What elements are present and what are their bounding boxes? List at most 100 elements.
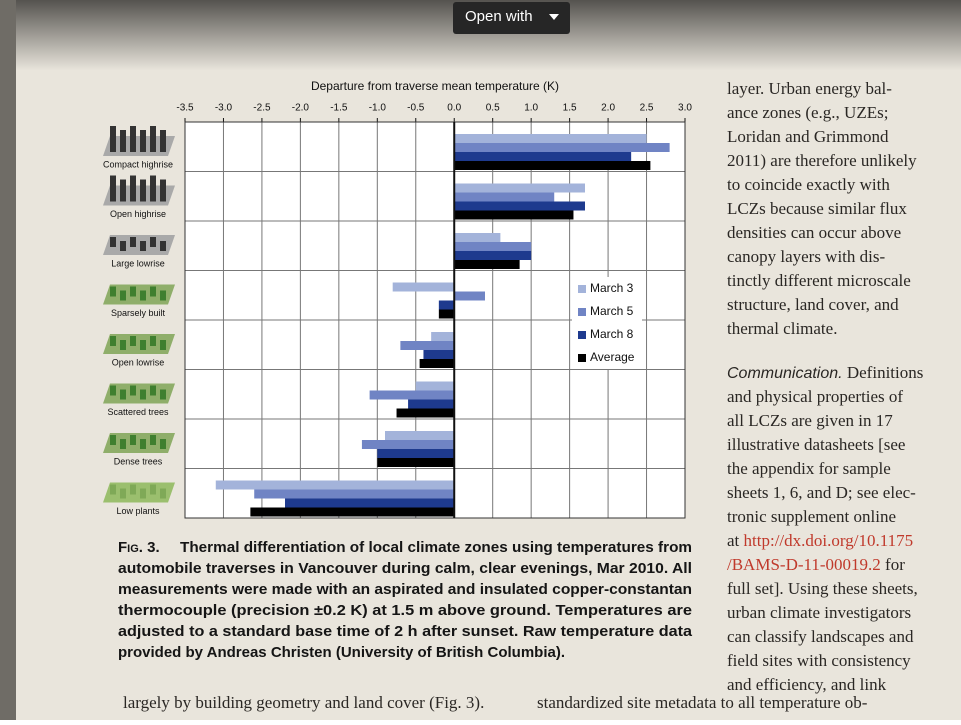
icon-block — [150, 385, 156, 396]
icon-block — [130, 336, 136, 346]
bar — [408, 399, 455, 409]
caption-line: automobile traverses in Vancouver during… — [118, 560, 692, 577]
link-line: at http://dx.doi.org/10.1175 — [727, 531, 913, 550]
caption-label: Fig. 3. — [118, 539, 160, 556]
caption: Fig. 3. — [118, 539, 160, 556]
bar — [419, 359, 455, 368]
x-tick-label: -3.0 — [215, 103, 233, 114]
x-tick-label: -0.5 — [407, 103, 425, 114]
icon-block — [130, 126, 136, 152]
icon-block — [160, 340, 166, 350]
bar — [377, 458, 455, 467]
category-label: Compact highrise — [103, 159, 173, 169]
body-line: full set]. Using these sheets, — [727, 579, 918, 598]
bar — [454, 242, 532, 251]
bar — [285, 498, 455, 508]
category-label: Sparsely built — [111, 308, 166, 318]
x-tick-label: 1.5 — [563, 103, 577, 114]
icon-block — [150, 286, 156, 297]
body-line: 2011) are therefore unlikely — [727, 151, 917, 170]
body-line: tinctly different microscale — [727, 271, 911, 290]
icon-block — [130, 435, 136, 445]
bar — [454, 161, 651, 170]
bar — [454, 183, 585, 193]
icon-block — [150, 484, 156, 495]
category-icon — [103, 433, 175, 453]
legend: March 3 March 5 March 8 Average — [572, 277, 642, 369]
x-tick-label: -1.0 — [369, 103, 387, 114]
bar — [454, 201, 585, 211]
body-line: canopy layers with dis- — [727, 247, 885, 266]
bar — [385, 431, 455, 440]
bar — [454, 210, 574, 220]
icon-block — [120, 439, 126, 449]
category-icon — [103, 383, 175, 404]
category-icon — [103, 235, 175, 255]
icon-block — [160, 290, 166, 301]
bar — [438, 300, 455, 310]
bar — [396, 408, 455, 418]
x-tick-label: 2.5 — [640, 103, 654, 114]
text: for — [881, 555, 905, 574]
bar — [454, 233, 501, 242]
icon-block — [150, 336, 156, 346]
x-tick-label: 0.0 — [447, 103, 461, 114]
icon-block — [160, 439, 166, 449]
category-label: Open highrise — [110, 209, 166, 219]
icon-block — [110, 237, 116, 247]
icon-block — [140, 241, 146, 251]
link: http://dx.doi.org/10.1175 — [744, 531, 914, 550]
icon-block — [150, 126, 156, 152]
icon-block — [130, 237, 136, 247]
icon-block — [120, 130, 126, 152]
legend-swatch — [578, 331, 586, 339]
x-tick-label: 1.0 — [524, 103, 538, 114]
icon-block — [150, 237, 156, 247]
body-line: thermal climate. — [727, 319, 837, 338]
body-line: Communication. Definitions — [727, 363, 923, 382]
icon-block — [150, 175, 156, 202]
body-line: the appendix for sample — [727, 459, 891, 478]
body-line: all LCZs are given in 17 — [727, 411, 893, 430]
dropdown-arrow[interactable] — [549, 14, 559, 20]
bar — [423, 350, 455, 359]
caption-line: measurements were made with an aspirated… — [118, 581, 692, 598]
body-line: densities can occur above — [727, 223, 901, 242]
bar — [438, 309, 455, 319]
icon-block — [130, 175, 136, 202]
category-icon — [103, 126, 175, 156]
category-icon — [103, 482, 175, 503]
open-with-button[interactable]: Open with — [453, 2, 570, 34]
bar — [454, 251, 532, 260]
icon-block — [140, 488, 146, 499]
heading-rest: Definitions — [843, 363, 924, 382]
caption-line: Thermal differentiation of local climate… — [180, 539, 692, 556]
icon-block — [150, 435, 156, 445]
icon-block — [130, 286, 136, 297]
body-line: ance zones (e.g., UZEs; — [727, 103, 888, 122]
body-line: field sites with consistency — [727, 651, 911, 670]
icon-block — [140, 389, 146, 400]
icon-block — [110, 336, 116, 346]
legend-swatch — [578, 285, 586, 293]
body-line: sheets 1, 6, and D; see elec- — [727, 483, 916, 502]
icon-block — [110, 385, 116, 396]
bar — [454, 134, 647, 143]
icon-block — [160, 389, 166, 400]
button-bg[interactable] — [453, 2, 570, 34]
icon-block — [130, 385, 136, 396]
body-line: Loridan and Grimmond — [727, 127, 889, 146]
category-icon — [103, 175, 175, 206]
icon-block — [120, 389, 126, 400]
category-label: Low plants — [116, 506, 160, 516]
bottom-right: standardized site metadata to all temper… — [537, 693, 868, 712]
legend-label: March 5 — [590, 304, 634, 318]
bottom-left: largely by building geometry and land co… — [123, 693, 484, 712]
bar — [454, 260, 520, 269]
icon-block — [140, 340, 146, 350]
icon-block — [160, 241, 166, 251]
caption-line: thermocouple (precision ±0.2 K) at 1.5 m… — [118, 602, 692, 619]
button-label[interactable]: Open with — [465, 8, 533, 25]
bar — [454, 143, 670, 152]
